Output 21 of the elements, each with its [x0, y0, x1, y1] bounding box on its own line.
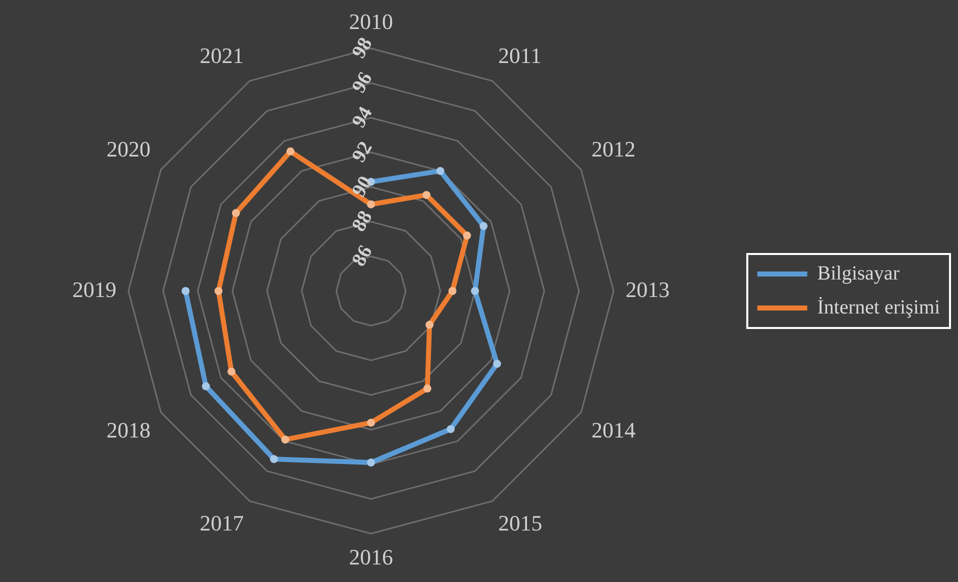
spoke-label: 2012 — [591, 136, 636, 162]
spoke-label: 2016 — [349, 544, 393, 570]
spoke-label: 2013 — [626, 276, 670, 302]
legend-label: İnternet erişimi — [817, 296, 940, 318]
spoke-label: 2014 — [591, 417, 636, 442]
spoke-label: 2018 — [106, 417, 151, 442]
spoke-label: 2021 — [200, 43, 244, 68]
spoke-label: 2010 — [349, 8, 393, 34]
y-tick-label: 96 — [348, 68, 377, 97]
y-tick-label: 90 — [348, 172, 377, 201]
spoke-label: 2017 — [200, 510, 244, 536]
y-tick-label: 86 — [348, 242, 377, 270]
spoke-label: 2015 — [498, 510, 542, 536]
y-tick-label: 92 — [348, 138, 377, 166]
y-tick-label: 98 — [348, 34, 377, 62]
y-tick-label: 94 — [348, 103, 377, 132]
spoke-label: 2020 — [106, 136, 151, 162]
spoke-label: 2019 — [72, 276, 116, 302]
spoke-label: 2011 — [498, 43, 542, 68]
y-tick-label: 88 — [348, 207, 377, 236]
legend-label: Bilgisayar — [817, 262, 900, 284]
